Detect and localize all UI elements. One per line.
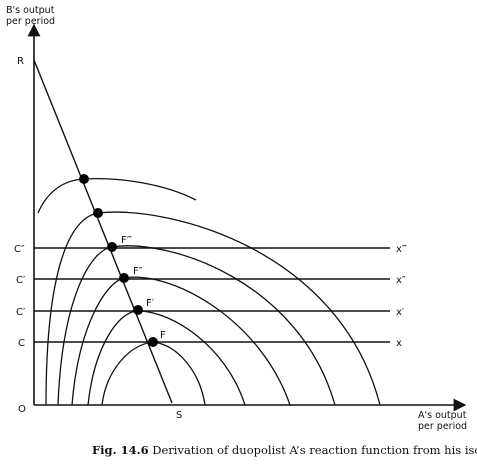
- label-s: S: [176, 410, 182, 421]
- label-x1: x′: [396, 307, 405, 318]
- label-f1: F′: [146, 298, 155, 309]
- caption-text: Derivation of duopolist A’s reaction fun…: [149, 443, 477, 457]
- tangency-dot-f1: [133, 305, 143, 315]
- label-c1: C′: [16, 307, 26, 318]
- isoprofit-curve-6: [37, 178, 197, 214]
- label-x3: x‴: [396, 244, 407, 255]
- origin-label: O: [18, 404, 26, 415]
- isoprofit-curve-5: [45, 211, 381, 406]
- y-axis-label-1: B's output: [6, 5, 55, 16]
- label-f2: F″: [133, 266, 143, 277]
- y-axis-label-2: per period: [6, 16, 55, 27]
- label-x2: x″: [396, 275, 406, 286]
- label-c3: C″: [14, 244, 25, 255]
- label-f: F: [160, 330, 166, 341]
- caption-number: Fig. 14.6: [92, 443, 149, 457]
- tangency-dot-f3: [107, 242, 117, 252]
- tangency-dot-f2: [119, 273, 129, 283]
- figure-caption: Fig. 14.6 Derivation of duopolist A’s re…: [92, 443, 477, 457]
- x-axis-label-1: A's output: [418, 410, 467, 421]
- x-axis-label-2: per period: [418, 421, 467, 432]
- tangency-dot-1: [79, 174, 89, 184]
- isoprofit-curve-1: [101, 341, 206, 406]
- label-c2: C′: [16, 275, 26, 286]
- label-r: R: [17, 56, 24, 67]
- label-f3: F‴: [121, 235, 132, 246]
- reaction-line: [33, 59, 173, 404]
- label-x: x: [396, 338, 402, 349]
- isoprofit-curve-4: [57, 245, 336, 406]
- tangency-dot-2: [93, 208, 103, 218]
- tangency-dot-f: [148, 337, 158, 347]
- label-c: C: [18, 338, 25, 349]
